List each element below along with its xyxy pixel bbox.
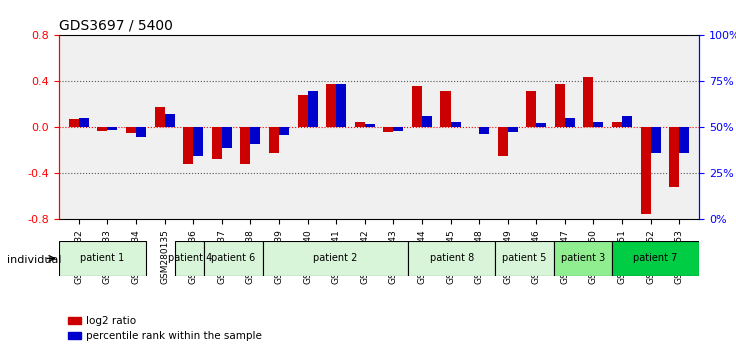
Bar [622, 116, 632, 127]
FancyBboxPatch shape [612, 241, 699, 276]
Bar [165, 114, 174, 127]
Bar [222, 127, 232, 148]
Legend: log2 ratio, percentile rank within the sample: log2 ratio, percentile rank within the s… [64, 312, 266, 345]
Bar [651, 127, 661, 153]
Bar [565, 118, 575, 127]
Bar [269, 127, 279, 153]
Bar [194, 127, 203, 156]
Bar [69, 119, 79, 127]
FancyBboxPatch shape [495, 241, 553, 276]
Bar [155, 107, 165, 127]
FancyBboxPatch shape [553, 241, 612, 276]
Bar [526, 91, 537, 127]
Bar [555, 84, 565, 127]
Bar [336, 84, 346, 127]
Text: patient 3: patient 3 [561, 253, 605, 263]
Bar [584, 77, 593, 127]
Bar [383, 127, 393, 132]
FancyBboxPatch shape [263, 241, 408, 276]
Bar [79, 118, 89, 127]
Bar [537, 123, 546, 127]
Bar [422, 116, 432, 127]
Text: patient 8: patient 8 [430, 253, 474, 263]
FancyBboxPatch shape [205, 241, 263, 276]
Bar [498, 127, 508, 156]
Bar [479, 127, 489, 134]
Text: patient 1: patient 1 [80, 253, 124, 263]
Bar [97, 127, 107, 131]
Bar [679, 127, 689, 153]
Bar [640, 127, 651, 214]
Bar [669, 127, 679, 187]
Bar [450, 122, 461, 127]
Bar [183, 127, 194, 164]
Bar [241, 127, 250, 164]
FancyBboxPatch shape [59, 241, 146, 276]
Text: patient 4: patient 4 [168, 253, 212, 263]
Bar [355, 122, 365, 127]
Bar [308, 91, 317, 127]
FancyBboxPatch shape [175, 241, 205, 276]
Text: patient 6: patient 6 [211, 253, 255, 263]
FancyBboxPatch shape [408, 241, 495, 276]
Bar [297, 95, 308, 127]
Bar [412, 86, 422, 127]
Bar [365, 124, 375, 127]
Bar [326, 84, 336, 127]
Bar [212, 127, 222, 159]
Text: GDS3697 / 5400: GDS3697 / 5400 [59, 19, 173, 33]
Text: patient 7: patient 7 [634, 253, 678, 263]
Bar [441, 91, 450, 127]
Bar [508, 127, 517, 132]
Bar [250, 127, 261, 144]
Bar [279, 127, 289, 136]
Bar [612, 122, 622, 127]
Bar [136, 127, 146, 137]
Bar [393, 127, 403, 131]
Text: patient 2: patient 2 [314, 253, 358, 263]
Bar [593, 122, 604, 127]
Text: individual: individual [7, 255, 62, 265]
Text: patient 5: patient 5 [503, 253, 547, 263]
Bar [107, 127, 118, 130]
Bar [126, 127, 136, 133]
